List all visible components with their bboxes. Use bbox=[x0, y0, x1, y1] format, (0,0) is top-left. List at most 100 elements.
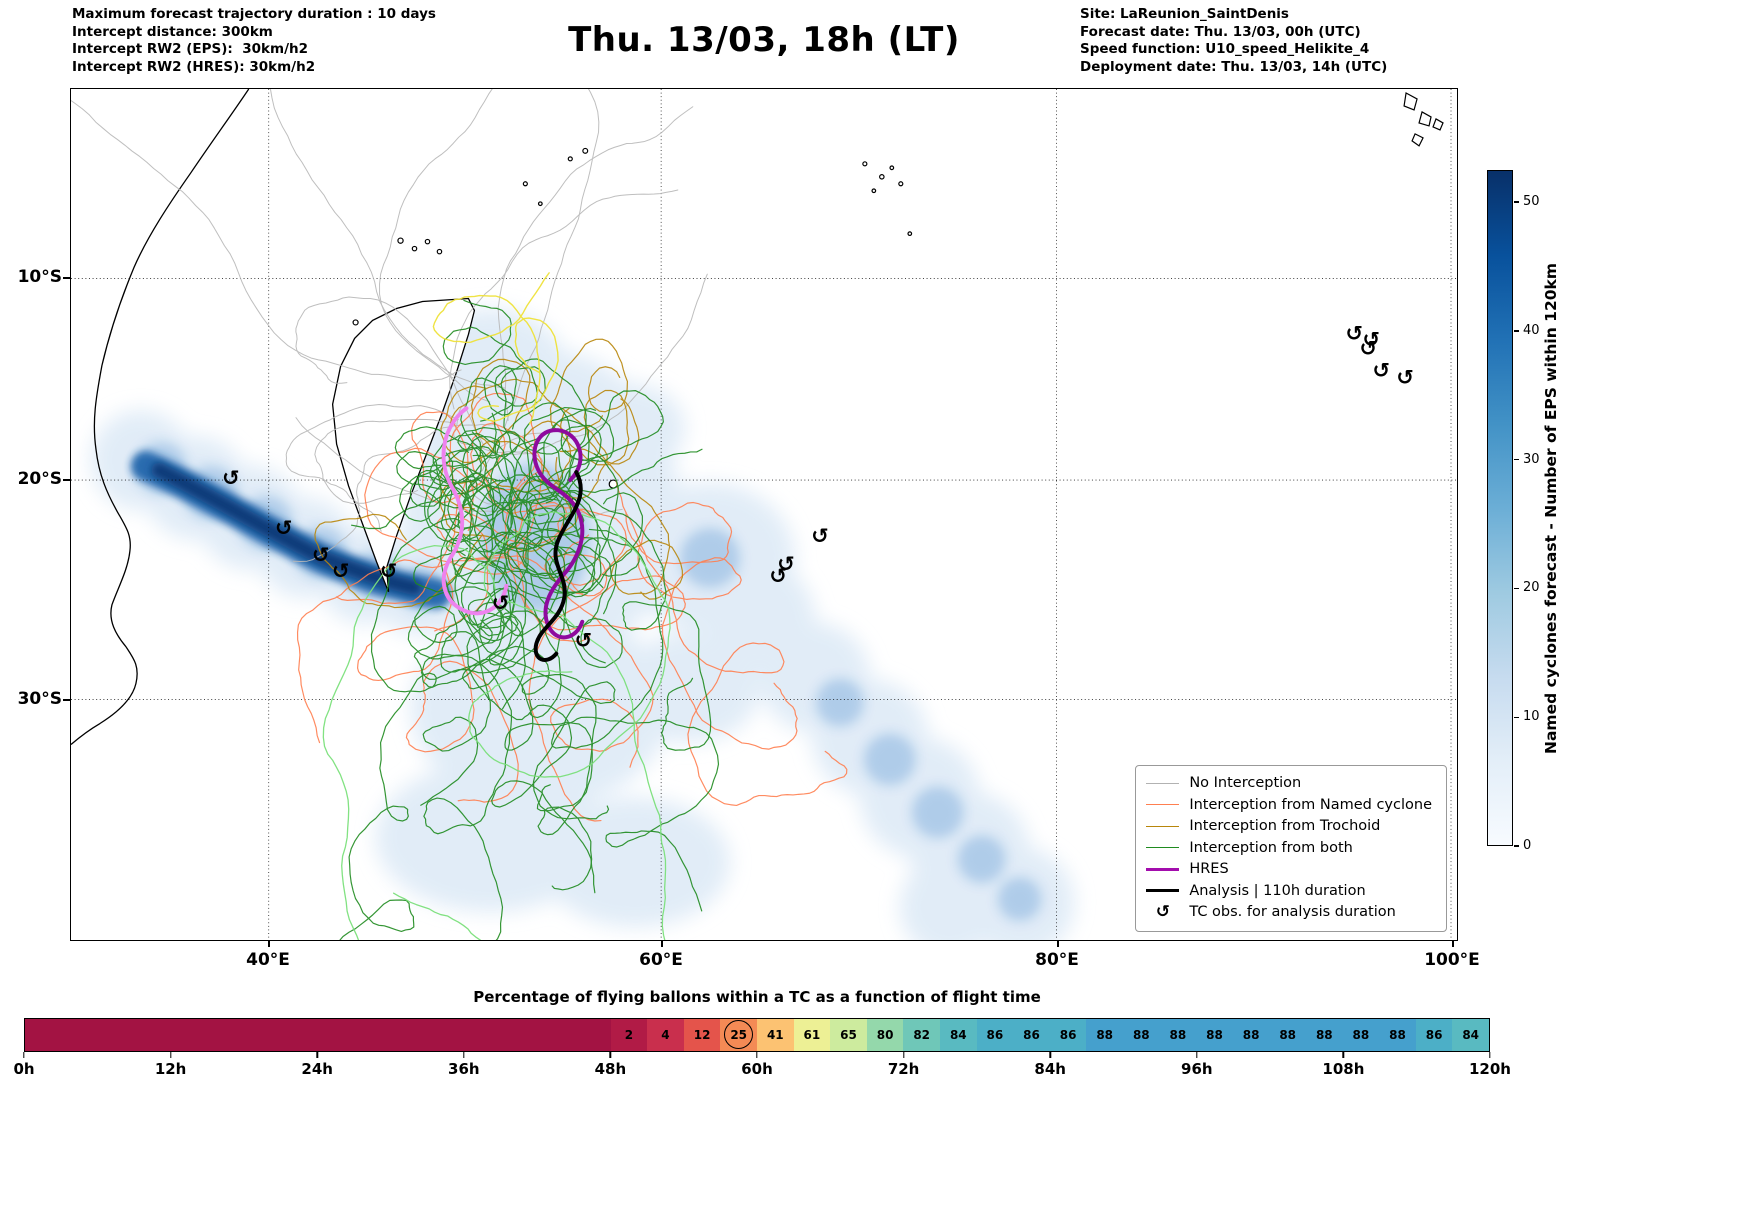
trajectory-group-no-interception bbox=[71, 89, 708, 562]
x-tick-label: 60°E bbox=[639, 950, 683, 970]
flight-time-tick-mark bbox=[23, 1052, 25, 1058]
tc-obs-icon: ↺ bbox=[312, 543, 330, 567]
flight-time-colorbar-title: Percentage of flying ballons within a TC… bbox=[473, 988, 1041, 1006]
flight-time-tick-mark bbox=[463, 1052, 465, 1058]
trajectory-group-trochoid-yellow bbox=[432, 272, 559, 425]
tc-obs-icon: ↺ bbox=[492, 591, 510, 615]
flight-time-segment: 88 bbox=[1086, 1019, 1123, 1051]
flight-time-segment: 82 bbox=[903, 1019, 940, 1051]
trajectory-line bbox=[625, 501, 798, 750]
y-tick-label: 30°S bbox=[17, 689, 62, 709]
trajectory-line bbox=[432, 272, 550, 425]
flight-time-segment-value: 41 bbox=[766, 1028, 784, 1042]
colorbar-tick-mark bbox=[1514, 201, 1519, 203]
legend-item-label: Interception from Named cyclone bbox=[1189, 796, 1432, 813]
flight-time-segment: 88 bbox=[1269, 1019, 1306, 1051]
flight-time-segment: 88 bbox=[1306, 1019, 1343, 1051]
flight-time-tick-mark bbox=[169, 1052, 172, 1058]
flight-time-segment-value: 4 bbox=[661, 1028, 670, 1042]
x-tick-mark bbox=[661, 941, 663, 947]
flight-time-segment-value: 88 bbox=[1169, 1028, 1187, 1042]
colorbar-tick-mark bbox=[1514, 587, 1519, 590]
trajectory-line bbox=[322, 544, 496, 940]
trajectory-line bbox=[453, 503, 594, 891]
trajectory-line bbox=[379, 89, 493, 403]
tc-obs-icon: ↺ bbox=[275, 516, 293, 540]
flight-time-segment-value: 86 bbox=[1023, 1028, 1040, 1042]
legend-item: Interception from both bbox=[1146, 837, 1432, 859]
trajectory-line bbox=[442, 299, 546, 408]
flight-time-segment: 25 bbox=[720, 1019, 757, 1051]
flight-time-segment: 86 bbox=[1049, 1019, 1087, 1051]
flight-time-segment-value: 84 bbox=[949, 1028, 967, 1042]
x-tick-mark bbox=[1057, 941, 1059, 947]
map-canvas: ↺↺↺↺ ↺↺↺↺↺↺↺ ↺↺↺ ↺ bbox=[71, 89, 1457, 940]
legend-line-sample bbox=[1146, 804, 1180, 806]
flight-time-segment-value: 84 bbox=[1462, 1028, 1480, 1042]
flight-time-segment-value: 65 bbox=[840, 1028, 857, 1042]
flight-time-segment: 88 bbox=[1379, 1019, 1416, 1051]
header-info-line: Site: LaReunion_SaintDenis bbox=[1080, 6, 1289, 22]
trajectory-line bbox=[432, 412, 513, 530]
trajectory-line bbox=[449, 189, 679, 410]
trajectory-line bbox=[615, 480, 848, 807]
header-param-line: Intercept distance: 300km bbox=[72, 23, 273, 40]
tc-obs-icon: ↺ bbox=[1372, 358, 1390, 382]
flight-time-segment-value: 88 bbox=[1242, 1028, 1260, 1042]
header-param-line: Intercept RW2 (HRES): 30km/h2 bbox=[72, 58, 316, 75]
trajectory-line bbox=[506, 600, 667, 940]
tc-obs-legend-icon: ↺ bbox=[1155, 901, 1170, 922]
grid-lines bbox=[71, 89, 1457, 940]
trajectory-line bbox=[487, 555, 654, 768]
flight-time-tick-mark bbox=[316, 1052, 318, 1058]
flight-time-tick-mark bbox=[1196, 1052, 1198, 1058]
colorbar-tick-label: 30 bbox=[1523, 451, 1540, 467]
legend-line-sample bbox=[1146, 889, 1180, 893]
legend-item: ↺ TC obs. for analysis duration bbox=[1146, 902, 1432, 924]
tc-obs-icon: ↺ bbox=[380, 559, 398, 583]
flight-time-segment: 65 bbox=[830, 1019, 867, 1051]
legend-line-sample bbox=[1146, 825, 1180, 827]
flight-time-segment-value: 88 bbox=[1352, 1028, 1370, 1042]
legend-item-label: HRES bbox=[1189, 861, 1229, 878]
trajectory-line bbox=[350, 426, 487, 530]
trajectory-line bbox=[292, 423, 497, 562]
africa-coastline bbox=[71, 89, 250, 745]
legend-item-label: Interception from both bbox=[1189, 839, 1353, 856]
trajectory-line bbox=[477, 317, 559, 422]
flight-time-segment-base bbox=[25, 1019, 611, 1051]
flight-time-tick-label: 0h bbox=[13, 1060, 35, 1078]
legend-item: HRES bbox=[1146, 859, 1432, 881]
flight-time-segment: 88 bbox=[1159, 1019, 1197, 1051]
trajectory-line bbox=[564, 389, 703, 494]
legend-item-label: No Interception bbox=[1189, 775, 1302, 792]
trajectory-line bbox=[285, 404, 459, 532]
legend-item: Interception from Trochoid bbox=[1146, 816, 1432, 838]
y-tick-label: 20°S bbox=[17, 469, 62, 489]
colorbar-tick-label: 50 bbox=[1523, 194, 1540, 210]
eps-density-colorbar-label: Named cyclones forecast - Number of EPS … bbox=[1542, 170, 1560, 846]
flight-time-segment-value: 86 bbox=[986, 1028, 1004, 1042]
trajectory-line bbox=[551, 528, 720, 912]
trajectory-line bbox=[468, 511, 671, 778]
trajectory-line bbox=[314, 418, 457, 505]
flight-time-segment: 41 bbox=[757, 1019, 794, 1051]
trajectory-line bbox=[407, 532, 512, 660]
legend-item: No Interception bbox=[1146, 773, 1432, 795]
eps-density-colorbar-label-text: Named cyclones forecast - Number of EPS … bbox=[1542, 262, 1560, 754]
tc-obs-icon: ↺ bbox=[1362, 327, 1380, 351]
figure-title: Thu. 13/03, 18h (LT) bbox=[568, 20, 960, 60]
header-info-line: Deployment date: Thu. 13/03, 14h (UTC) bbox=[1080, 58, 1388, 75]
x-tick-label: 40°E bbox=[246, 950, 290, 970]
trajectory-line bbox=[467, 419, 590, 510]
flight-time-tick-mark bbox=[902, 1052, 905, 1058]
trajectory-line bbox=[364, 447, 527, 575]
trajectory-line bbox=[460, 365, 521, 481]
flight-time-segment-value: 86 bbox=[1425, 1028, 1443, 1042]
tc-obs-icon: ↺ bbox=[1396, 365, 1414, 389]
trajectory-line bbox=[503, 531, 602, 598]
colorbar-tick-label: 40 bbox=[1523, 322, 1540, 338]
flight-time-segment: 80 bbox=[866, 1019, 904, 1051]
flight-time-segment-value: 88 bbox=[1315, 1028, 1333, 1042]
